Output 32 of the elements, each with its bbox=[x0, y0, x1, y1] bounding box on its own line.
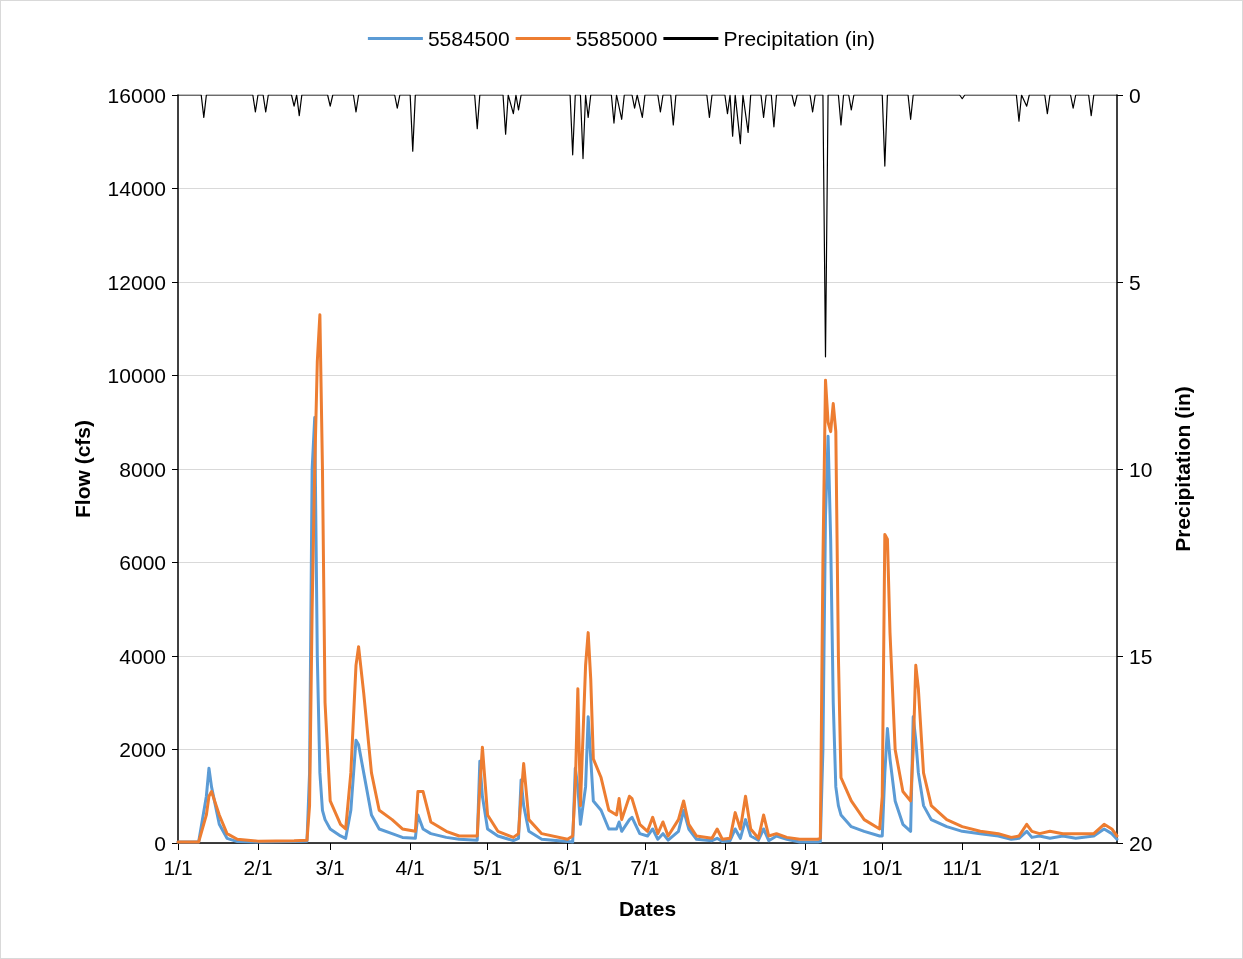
x-axis-title: Dates bbox=[618, 897, 677, 920]
legend-label: 5585000 bbox=[575, 27, 658, 50]
y-tick-label: 16000 bbox=[107, 83, 166, 107]
x-tick-label: 10/1 bbox=[861, 856, 903, 879]
y2-tick-label: 0 bbox=[1129, 83, 1141, 107]
x-tick-label: 7/1 bbox=[630, 856, 660, 879]
legend-label: Precipitation (in) bbox=[723, 27, 876, 50]
x-tick-label: 4/1 bbox=[395, 856, 425, 879]
y-tick-label: 4000 bbox=[119, 644, 166, 668]
y-tick-label: 8000 bbox=[119, 457, 166, 481]
x-tick-label: 1/1 bbox=[163, 856, 193, 879]
x-tick-label: 9/1 bbox=[790, 856, 820, 879]
x-tick-label: 8/1 bbox=[710, 856, 740, 879]
y-tick-label: 2000 bbox=[119, 738, 166, 761]
y-tick-label: 12000 bbox=[107, 270, 166, 294]
y2-axis-title: Precipitation (in) bbox=[1171, 386, 1194, 552]
y2-tick-label: 10 bbox=[1129, 457, 1153, 481]
y-tick-label: 6000 bbox=[119, 551, 166, 574]
y2-tick-label: 5 bbox=[1129, 270, 1141, 294]
legend-label: 5584500 bbox=[427, 27, 510, 50]
x-tick-label: 2/1 bbox=[243, 856, 273, 879]
y-tick-label: 0 bbox=[154, 831, 166, 855]
x-tick-label: 6/1 bbox=[552, 856, 583, 879]
x-tick-label: 11/1 bbox=[942, 856, 982, 879]
y-axis-title: Flow (cfs) bbox=[71, 420, 94, 518]
y2-tick-label: 15 bbox=[1129, 644, 1153, 668]
y-tick-label: 14000 bbox=[107, 177, 166, 200]
y2-tick-label: 20 bbox=[1129, 831, 1153, 855]
x-tick-label: 5/1 bbox=[472, 856, 503, 879]
y-tick-label: 10000 bbox=[107, 364, 166, 387]
x-tick-label: 12/1 bbox=[1019, 856, 1061, 879]
x-tick-label: 3/1 bbox=[315, 856, 345, 879]
